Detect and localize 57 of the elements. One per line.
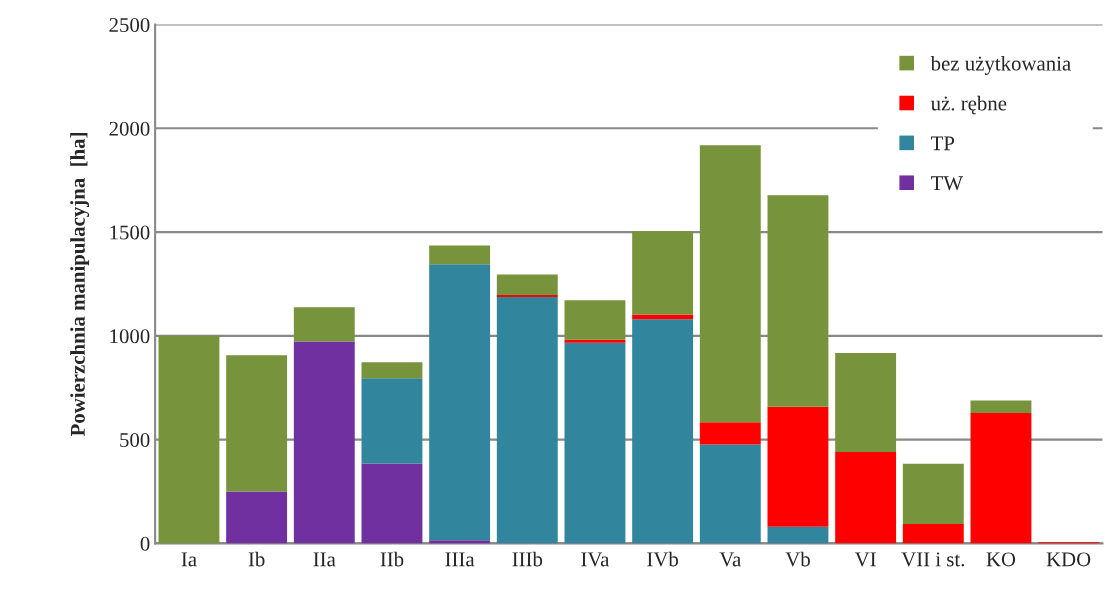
legend-label: TW — [931, 176, 963, 191]
bar — [970, 413, 1032, 544]
x-tick-label: VII i st. — [901, 552, 965, 567]
bar — [970, 400, 1032, 414]
bar — [767, 195, 829, 407]
y-tick-label: 1500 — [110, 225, 150, 240]
bar — [429, 540, 491, 544]
bar — [835, 353, 897, 453]
bar — [632, 231, 694, 315]
y-axis-title: Powierzchnia manipulacyjna [ha] — [70, 133, 90, 437]
x-tick-label: Ib — [248, 551, 265, 567]
bar — [496, 274, 558, 295]
bar — [496, 294, 558, 298]
x-tick-label: KO — [986, 552, 1016, 567]
x-tick-label: VI — [854, 552, 876, 567]
y-tick-label: 1000 — [110, 329, 150, 344]
y-tick-label: 500 — [120, 433, 150, 448]
bar — [767, 526, 829, 544]
x-tick-label: Va — [719, 552, 741, 567]
legend-label: bez użytkowania — [930, 55, 1071, 75]
bar — [699, 444, 761, 544]
bar — [632, 314, 694, 320]
x-tick-label: IVb — [647, 551, 679, 567]
bar — [158, 335, 220, 544]
bar — [293, 341, 355, 544]
x-tick-label: IIb — [380, 551, 404, 567]
bar — [429, 245, 491, 265]
bar — [902, 463, 964, 524]
bar — [835, 452, 897, 544]
y-tick-label: 2000 — [109, 121, 150, 136]
x-tick-label: KDO — [1046, 552, 1091, 567]
x-tick-label: IIIa — [445, 552, 475, 567]
legend-label: TP — [931, 136, 955, 151]
y-tick-label: 2500 — [109, 17, 150, 32]
bar — [564, 300, 626, 340]
bar — [767, 406, 829, 527]
bar — [226, 355, 288, 492]
x-tick-label: IVa — [581, 552, 610, 567]
x-tick-label: IIIb — [512, 551, 543, 567]
bar — [564, 342, 626, 544]
bar — [699, 145, 761, 423]
x-tick-label: Ia — [181, 552, 197, 567]
legend-label: uż. rębne — [930, 95, 1007, 115]
y-tick-label: 0 — [140, 536, 150, 551]
x-tick-label: IIa — [313, 552, 336, 567]
bar — [293, 307, 355, 342]
bar — [902, 523, 964, 544]
x-tick-label: Vb — [785, 551, 810, 567]
bar — [699, 422, 761, 445]
bar — [361, 378, 423, 464]
bar — [632, 319, 694, 544]
bar — [361, 362, 423, 379]
bar — [226, 491, 288, 544]
bar — [429, 264, 491, 541]
bar — [496, 297, 558, 544]
bar — [361, 463, 423, 544]
bar — [564, 339, 626, 343]
